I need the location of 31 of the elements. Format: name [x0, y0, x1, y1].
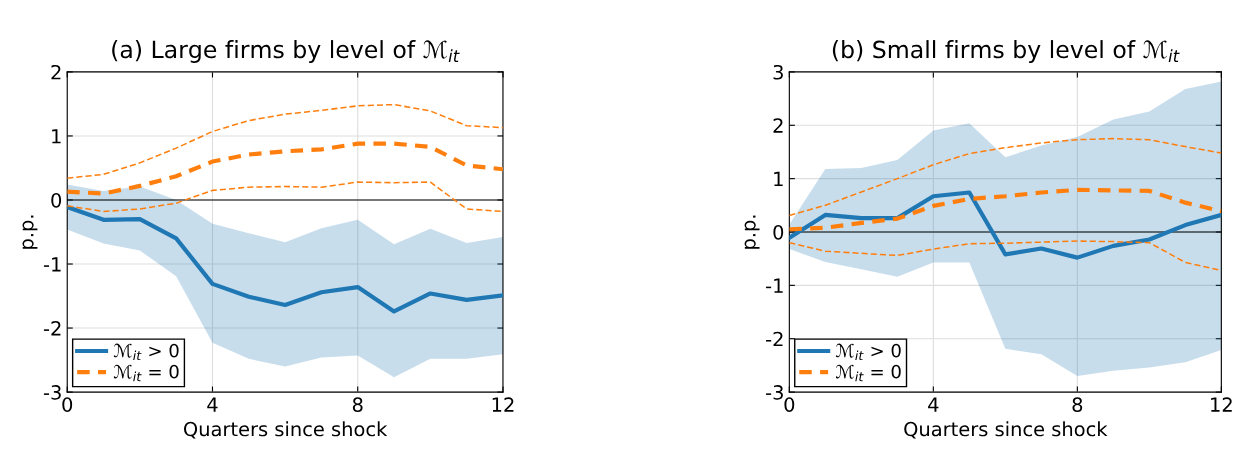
y-tick-label: -3 — [766, 385, 783, 400]
x-tick-label: 0 — [784, 397, 795, 412]
legend-label: ℳ$_{it}$ = 0 — [835, 364, 901, 382]
y-axis-title: p.p. — [22, 215, 38, 249]
y-axis-title: p.p. — [744, 215, 760, 249]
y-tick-label: 2 — [773, 118, 783, 133]
x-tick-label: 0 — [62, 397, 73, 412]
x-tick-label: 4 — [207, 397, 218, 412]
x-tick-label: 8 — [1072, 397, 1083, 412]
x-tick-label: 12 — [1211, 397, 1232, 412]
chart-title: (a) Large firms by level of ℳ$_{it}$ — [112, 40, 460, 63]
y-tick-label: -1 — [766, 278, 783, 293]
y-tick-label: -2 — [43, 321, 61, 336]
x-tick-label: 8 — [352, 397, 363, 412]
y-tick-label: -3 — [43, 385, 61, 400]
y-tick-label: -2 — [766, 331, 783, 347]
y-tick-label: 0 — [773, 224, 784, 240]
y-tick-label: 3 — [773, 64, 783, 80]
x-tick-label: 4 — [928, 397, 939, 412]
y-tick-label: 2 — [51, 64, 61, 80]
legend-label: ℳ$_{it}$ > 0 — [113, 343, 179, 361]
chart-title: (b) Small firms by level of ℳ$_{it}$ — [832, 40, 1180, 63]
x-axis-title: Quarters since shock — [183, 421, 388, 439]
y-tick-label: 0 — [51, 192, 62, 208]
legend-label: ℳ$_{it}$ = 0 — [113, 364, 179, 382]
x-tick-label: 12 — [492, 397, 514, 412]
legend-label: ℳ$_{it}$ > 0 — [835, 343, 901, 361]
x-axis-title: Quarters since shock — [904, 421, 1108, 439]
y-tick-label: -1 — [43, 257, 61, 272]
y-tick-label: 1 — [774, 171, 783, 187]
y-tick-label: 1 — [52, 129, 61, 144]
